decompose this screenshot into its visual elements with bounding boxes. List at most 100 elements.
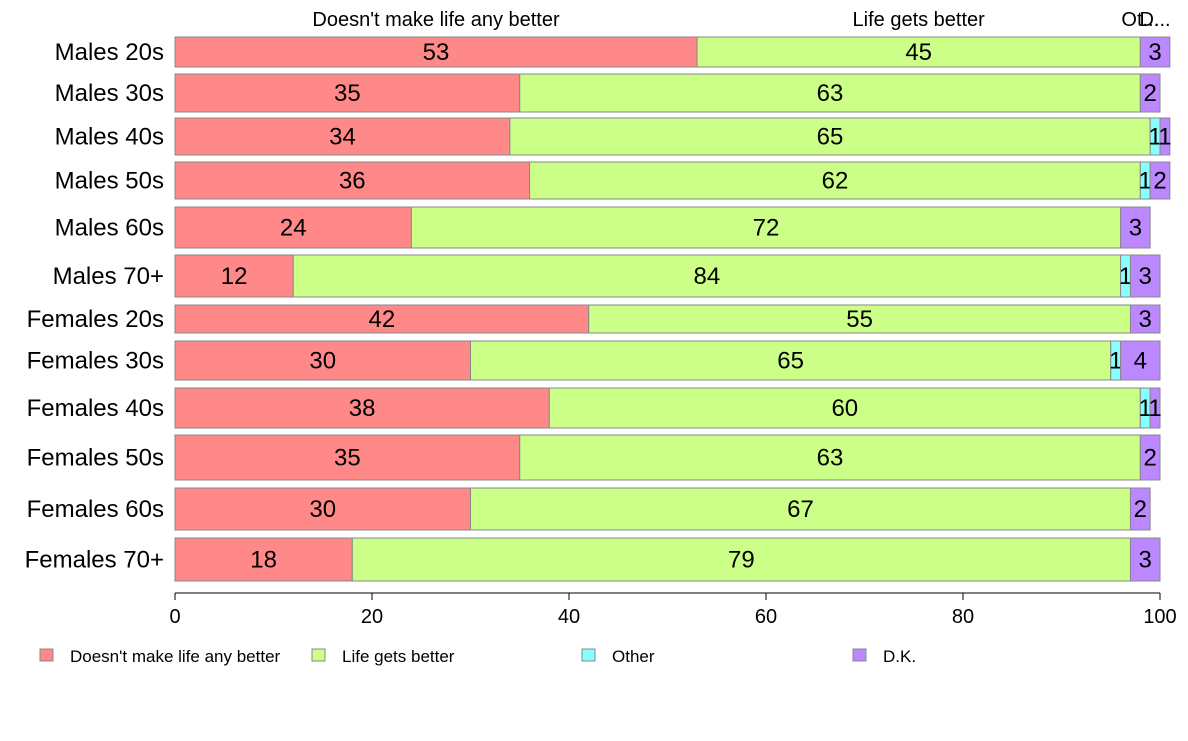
data-label: 53 [423, 39, 450, 66]
bar-segment-d-k [1120, 206, 1151, 249]
category-label: Females 30s [27, 348, 164, 375]
data-label: 30 [309, 348, 336, 375]
bar-segment-doesn-t-make-life-any-better [174, 434, 521, 481]
bar-segment-d-k [1149, 161, 1171, 200]
bar-row-females-40s: Females 40s 38 60 11 [27, 387, 1162, 429]
data-label: 55 [846, 306, 873, 333]
top-series-label-1: Life gets better [853, 9, 986, 31]
data-label: 67 [787, 496, 814, 523]
bar-segment-life-gets-better [548, 387, 1141, 429]
top-series-label-2: Ot... [1121, 9, 1159, 31]
bar-segment-life-gets-better [410, 206, 1122, 249]
bar-segment-d-k [1120, 340, 1161, 381]
bar-segment-d-k [1129, 487, 1151, 531]
data-label: 3 [1129, 215, 1142, 242]
category-label: Males 20s [55, 39, 164, 66]
bar-segment-d-k [1129, 537, 1161, 582]
data-label: 45 [905, 39, 932, 66]
x-tick-label: 100 [1143, 606, 1176, 628]
bar-segment-life-gets-better [470, 487, 1131, 531]
bar-row-females-70: Females 70+ 18 79 3 [25, 537, 1161, 582]
bar-row-females-60s: Females 60s 30 67 2 [27, 487, 1151, 531]
bar-segment-life-gets-better [519, 434, 1141, 481]
top-series-label-3: D... [1140, 9, 1171, 31]
category-label: Females 20s [27, 306, 164, 333]
bar-segment-doesn-t-make-life-any-better [174, 537, 353, 582]
data-label: 3 [1139, 263, 1152, 290]
bar-segment-life-gets-better [588, 304, 1131, 334]
data-label: 1 [1148, 395, 1161, 422]
bar-segment-doesn-t-make-life-any-better [174, 117, 511, 156]
category-label: Females 50s [27, 445, 164, 472]
data-label: 42 [368, 306, 395, 333]
top-series-label-0: Doesn't make life any better [312, 9, 560, 31]
data-label: 3 [1139, 547, 1152, 574]
category-label: Females 70+ [25, 547, 164, 574]
category-label: Females 40s [27, 395, 164, 422]
data-label: 65 [817, 124, 844, 151]
data-label: 36 [339, 168, 366, 195]
data-label: 3 [1148, 39, 1161, 66]
bar-row-females-50s: Females 50s 35 63 2 [27, 434, 1161, 481]
bar-row-males-20s: Males 20s 53 45 3 [55, 36, 1171, 68]
data-label: 1 [1148, 124, 1161, 151]
data-label: 84 [694, 263, 721, 290]
x-tick-label: 60 [755, 606, 777, 628]
bar-segment-doesn-t-make-life-any-better [174, 161, 531, 200]
data-label: 24 [280, 215, 307, 242]
bar-segment-doesn-t-make-life-any-better [174, 387, 550, 429]
data-label: 1 [1109, 348, 1122, 375]
bar-segment-doesn-t-make-life-any-better [174, 487, 471, 531]
data-label: 35 [334, 445, 361, 472]
legend-label-other: Other [612, 647, 655, 666]
bar-segment-d-k [1139, 434, 1161, 481]
bar-segment-life-gets-better [696, 36, 1141, 68]
legend-label-d-k: D.K. [883, 647, 916, 666]
data-label: 3 [1139, 306, 1152, 333]
bar-segment-doesn-t-make-life-any-better [174, 304, 590, 334]
data-label: 2 [1143, 80, 1156, 107]
data-label: 30 [309, 496, 336, 523]
data-label: 2 [1153, 168, 1166, 195]
data-label: 4 [1134, 348, 1147, 375]
legend-label-doesn-t-make-life-any-better: Doesn't make life any better [70, 647, 281, 666]
x-tick-label: 0 [169, 606, 180, 628]
x-tick-label: 80 [952, 606, 974, 628]
x-tick-label: 40 [558, 606, 580, 628]
legend-swatch-d-k [852, 648, 867, 662]
legend-swatch-doesn-t-make-life-any-better [39, 648, 54, 662]
bar-row-males-70: Males 70+ 12 84 1 3 [53, 254, 1161, 298]
data-label: 34 [329, 124, 356, 151]
bar-row-males-60s: Males 60s 24 72 3 [55, 206, 1151, 249]
category-label: Males 30s [55, 80, 164, 107]
bar-segment-life-gets-better [292, 254, 1122, 298]
bar-row-males-40s: Males 40s 34 65 11 [55, 117, 1172, 156]
bar-segment-d-k [1139, 36, 1171, 68]
legend-label-life-gets-better: Life gets better [342, 647, 455, 666]
data-label: 2 [1134, 496, 1147, 523]
bar-segment-d-k [1139, 73, 1161, 113]
bar-segment-life-gets-better [519, 73, 1141, 113]
legend-swatch-life-gets-better [311, 648, 326, 662]
data-label: 72 [753, 215, 780, 242]
bar-row-males-30s: Males 30s 35 63 2 [55, 73, 1161, 113]
bar-segment-doesn-t-make-life-any-better [174, 340, 471, 381]
bar-segment-d-k [1129, 304, 1161, 334]
bar-row-females-30s: Females 30s 30 65 1 4 [27, 340, 1161, 381]
data-label: 1 [1158, 124, 1171, 151]
data-label: 62 [822, 168, 849, 195]
data-label: 79 [728, 547, 755, 574]
bar-segment-life-gets-better [509, 117, 1151, 156]
bar-segment-d-k [1159, 117, 1171, 156]
bar-segment-life-gets-better [470, 340, 1112, 381]
bar-segment-doesn-t-make-life-any-better [174, 206, 412, 249]
bar-row-females-20s: Females 20s 42 55 3 [27, 304, 1161, 334]
data-label: 35 [334, 80, 361, 107]
category-label: Males 40s [55, 124, 164, 151]
category-label: Females 60s [27, 496, 164, 523]
data-label: 1 [1119, 263, 1132, 290]
data-label: 1 [1139, 395, 1152, 422]
bar-segment-d-k [1149, 387, 1161, 429]
data-label: 63 [817, 80, 844, 107]
